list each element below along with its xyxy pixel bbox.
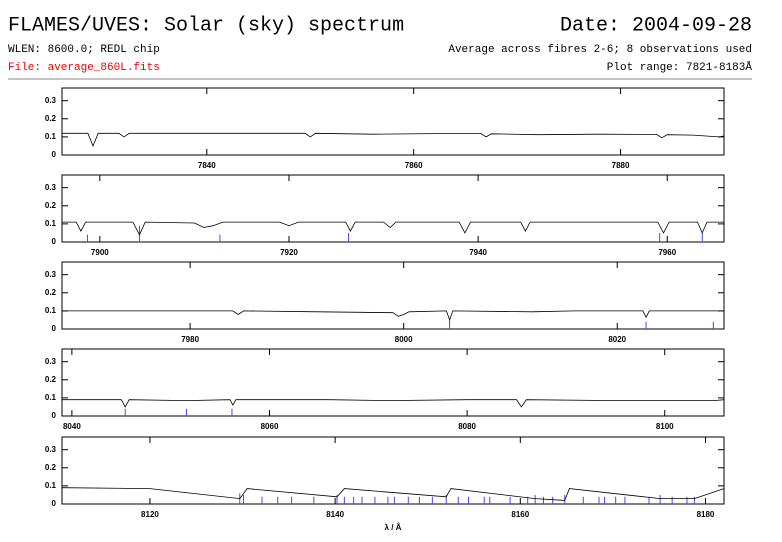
y-tick-label: 0.3 xyxy=(45,445,57,454)
plot-frame xyxy=(61,436,725,505)
wlen: WLEN: 8600.0; REDL chip xyxy=(8,44,160,56)
spectrum xyxy=(62,132,725,147)
spectrum xyxy=(62,221,724,236)
x-axis-label: λ / Å xyxy=(385,523,402,532)
file: File: average_860L.fits xyxy=(8,62,160,74)
spectrum xyxy=(62,399,725,408)
x-tick-label: 7980 xyxy=(181,335,199,344)
spectrum xyxy=(61,487,725,501)
y-tick-label: 0.1 xyxy=(45,132,57,141)
x-tick-label: 8160 xyxy=(511,510,529,519)
y-tick-label: 0.2 xyxy=(45,375,57,384)
y-tick-label: 0 xyxy=(52,150,57,159)
y-tick-label: 0.3 xyxy=(45,183,57,192)
y-tick-label: 0.2 xyxy=(45,463,57,472)
y-tick-label: 0.3 xyxy=(45,96,57,105)
y-tick-label: 0 xyxy=(52,237,57,246)
date: Date: 2004-09-28 xyxy=(560,14,752,37)
x-tick-label: 8000 xyxy=(395,335,413,344)
y-tick-label: 0.1 xyxy=(45,393,57,402)
x-tick-label: 8120 xyxy=(141,510,159,519)
y-tick-label: 0 xyxy=(52,411,57,420)
y-tick-label: 0.3 xyxy=(45,357,57,366)
x-tick-label: 7940 xyxy=(469,248,487,257)
panels: 0 0.1 0.2 0.3 7840 7860 7880 0 0.1 0.2 0.3 7900 7920… xyxy=(45,87,725,532)
x-tick-label: 8080 xyxy=(458,422,476,431)
x-tick-label: 7920 xyxy=(280,248,298,257)
y-tick-label: 0 xyxy=(52,499,57,508)
x-tick-label: 8140 xyxy=(326,510,344,519)
plot-range: Plot range: 7821-8183Å xyxy=(607,61,753,74)
x-tick-label: 8100 xyxy=(656,422,674,431)
x-tick-label: 7840 xyxy=(198,161,216,170)
y-tick-label: 0.2 xyxy=(45,114,57,123)
x-tick-label: 7860 xyxy=(405,161,423,170)
x-tick-label: 8060 xyxy=(261,422,279,431)
plot-frame xyxy=(61,261,725,330)
y-tick-label: 0.2 xyxy=(45,201,57,210)
y-tick-label: 0.3 xyxy=(45,270,57,279)
x-tick-label: 7900 xyxy=(91,248,109,257)
spectrum xyxy=(62,310,724,322)
x-tick-label: 7880 xyxy=(612,161,630,170)
x-tick-label: 7960 xyxy=(658,248,676,257)
x-tick-label: 8020 xyxy=(608,335,626,344)
plot-frame xyxy=(61,348,725,417)
plot-frame xyxy=(61,174,725,243)
average: Average across fibres 2-6; 8 observation… xyxy=(448,44,752,56)
y-tick-label: 0 xyxy=(52,324,57,333)
y-tick-label: 0.1 xyxy=(45,481,57,490)
y-tick-label: 0.1 xyxy=(45,219,57,228)
x-tick-label: 8180 xyxy=(697,510,715,519)
y-tick-label: 0.1 xyxy=(45,306,57,315)
x-tick-label: 8040 xyxy=(63,422,81,431)
y-tick-label: 0.2 xyxy=(45,288,57,297)
plot-frame xyxy=(61,87,725,156)
title: FLAMES/UVES: Solar (sky) spectrum xyxy=(8,14,404,37)
